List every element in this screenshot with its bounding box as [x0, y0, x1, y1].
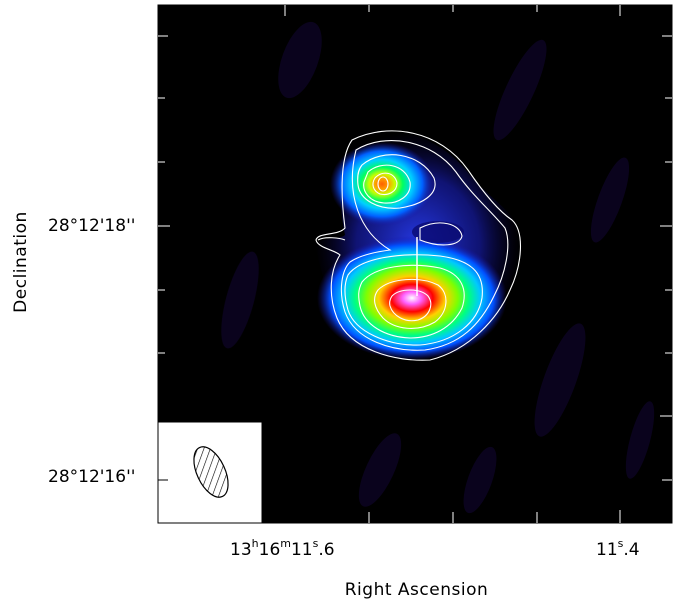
emission-map [221, 21, 655, 514]
beam-ellipse [193, 446, 229, 498]
y-tick-label: 28°12'16'' [48, 467, 136, 487]
tick-marks [158, 5, 672, 523]
y-tick-label: 28°12'18'' [48, 216, 136, 236]
plot-frame [157, 4, 673, 524]
inset-tick-marks [158, 479, 286, 523]
x-tick-label: 13h16m11s.6 [230, 537, 335, 560]
x-tick-label: 11s.4 [596, 537, 640, 560]
contour-lines [315, 130, 522, 361]
x-axis-label: Right Ascension [344, 580, 489, 600]
y-axis-label: Declination [11, 211, 31, 313]
